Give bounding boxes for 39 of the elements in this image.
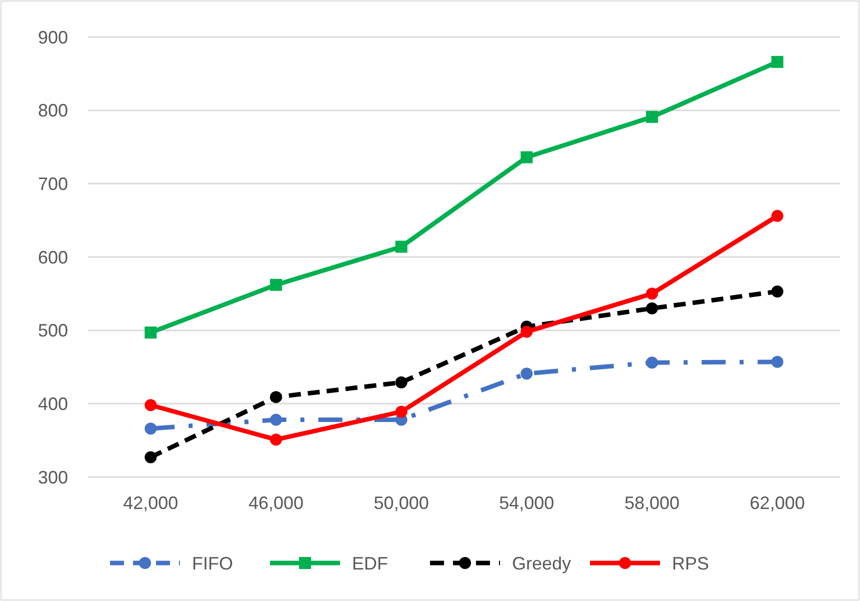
point <box>144 422 157 435</box>
y-tick-label: 500 <box>38 320 68 341</box>
point <box>771 285 784 298</box>
point <box>771 56 784 68</box>
point <box>520 368 533 380</box>
point <box>270 278 282 291</box>
x-tick-label: 54,000 <box>499 493 554 513</box>
point <box>144 399 157 412</box>
x-tick-label: 58,000 <box>624 493 680 513</box>
point <box>395 240 408 253</box>
legend-label: EDF <box>352 553 388 574</box>
y-tick-label: 600 <box>38 247 68 268</box>
point <box>771 210 784 222</box>
x-tick-label: 62,000 <box>750 493 805 513</box>
legend-label: Greedy <box>512 553 572 574</box>
y-tick-label: 800 <box>38 100 68 121</box>
point <box>771 356 784 368</box>
x-tick-label: 50,000 <box>374 493 429 513</box>
y-tick-label: 700 <box>38 174 68 194</box>
point <box>646 110 658 123</box>
legend-label: FIFO <box>192 553 233 574</box>
point <box>270 414 282 426</box>
point <box>520 326 533 338</box>
x-tick-label: 46,000 <box>248 493 304 513</box>
point <box>270 391 282 404</box>
point <box>270 434 282 446</box>
point <box>646 288 658 300</box>
point <box>646 356 658 369</box>
legend-label: RPS <box>672 553 710 574</box>
point <box>144 451 157 464</box>
point <box>520 151 533 164</box>
x-tick-label: 42,000 <box>123 493 178 513</box>
point <box>144 326 157 339</box>
point <box>395 406 408 418</box>
y-tick-label: 900 <box>38 27 68 48</box>
y-tick-label: 400 <box>38 394 68 414</box>
point <box>395 376 408 388</box>
point <box>646 302 658 314</box>
y-tick-label: 300 <box>38 467 68 488</box>
